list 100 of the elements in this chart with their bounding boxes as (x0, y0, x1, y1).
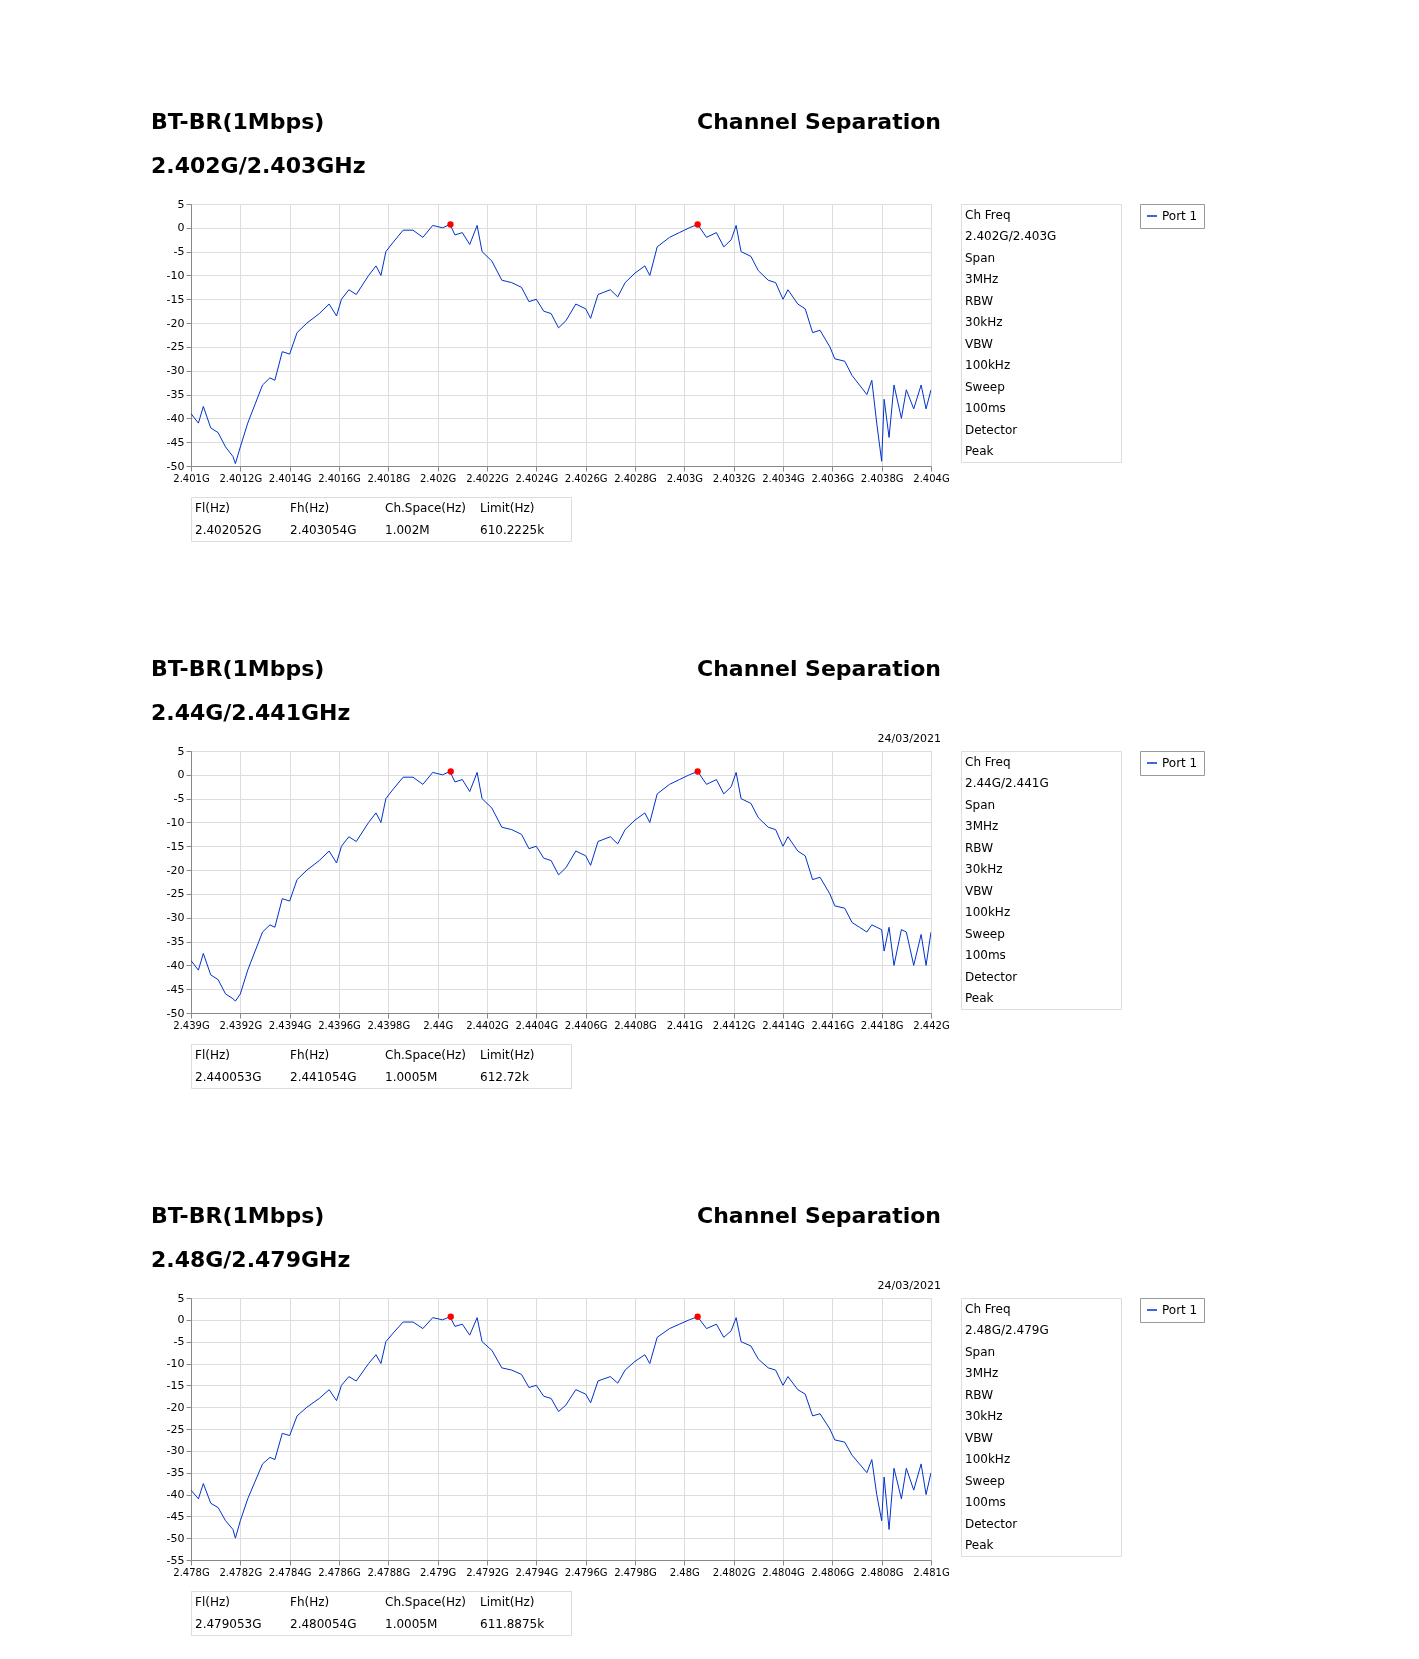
text: 1.0005M (385, 1617, 438, 1631)
x-tick-label: 2.4808G (860, 1566, 904, 1578)
text: 100ms (965, 948, 1006, 963)
x-tick-label: 2.401G (173, 472, 210, 484)
text: Limit(Hz) (480, 1595, 535, 1609)
text: Channel Separation (697, 109, 941, 134)
y-tick-label: -25 (166, 340, 185, 354)
y-tick-label: -45 (166, 435, 185, 449)
y-tick-label: -20 (166, 316, 185, 330)
x-tick-label: 2.4406G (564, 1019, 608, 1031)
x-tick-label: 2.481G (913, 1566, 950, 1578)
text: 3MHz (965, 1366, 999, 1381)
chart-subtitle: 2.402G/2.403GHz (151, 153, 366, 178)
x-tick-label: 2.4014G (268, 472, 312, 484)
text: Channel Separation (697, 1203, 941, 1228)
y-tick-label: -15 (166, 839, 185, 853)
legend-label: Port 1 (1162, 756, 1198, 770)
text: RBW (965, 840, 994, 855)
y-tick-label: -50 (166, 1531, 185, 1545)
text: 611.8875k (480, 1617, 545, 1631)
x-tick-label: 2.478G (173, 1566, 210, 1578)
y-tick-label: -35 (166, 935, 185, 949)
text: Ch.Space(Hz) (385, 501, 467, 515)
chart-title: BT-BR(1Mbps) (151, 109, 325, 134)
y-tick-label: -30 (166, 911, 185, 925)
text: Span (965, 1344, 996, 1359)
x-tick-label: 2.4806G (811, 1566, 855, 1578)
text: VBW (965, 883, 994, 898)
y-tick-label: -40 (166, 1488, 185, 1501)
y-tick-label: -10 (166, 1357, 185, 1370)
x-tick-label: 2.4012G (219, 472, 263, 484)
text: Fh(Hz) (290, 1595, 330, 1609)
x-tick-label: 2.4038G (860, 472, 904, 484)
text: Sweep (965, 1473, 1005, 1488)
x-tick-label: 2.4416G (811, 1019, 855, 1031)
x-tick-label: 2.4018G (367, 472, 411, 484)
text: Peak (965, 444, 994, 459)
text: 100ms (965, 1495, 1006, 1510)
text: Ch Freq (965, 1301, 1011, 1316)
x-tick-label: 2.4782G (219, 1566, 263, 1578)
text: Ch Freq (965, 207, 1011, 222)
x-tick-label: 2.403G (666, 472, 704, 484)
text: 3MHz (965, 272, 999, 287)
y-tick-label: -5 (173, 792, 185, 806)
text: 2.479053G (195, 1617, 262, 1631)
x-tick-label: 2.4398G (367, 1019, 411, 1031)
text: VBW (965, 1430, 994, 1445)
y-tick-label: -50 (166, 1006, 185, 1020)
legend-label: Port 1 (1162, 209, 1198, 223)
x-tick-label: 2.48G (669, 1566, 700, 1578)
x-tick-label: 2.4792G (466, 1566, 509, 1578)
text: Ch.Space(Hz) (385, 1595, 467, 1609)
text: Fh(Hz) (290, 1048, 330, 1062)
text: Fl(Hz) (195, 1595, 230, 1609)
x-tick-label: 2.4016G (318, 472, 361, 484)
x-tick-label: 2.4408G (614, 1019, 657, 1031)
text: Fl(Hz) (195, 501, 230, 515)
y-tick-label: 0 (177, 1313, 185, 1327)
x-tick-label: 2.4026G (564, 472, 608, 484)
text: 2.441054G (290, 1070, 357, 1084)
x-tick-label: 2.4798G (614, 1566, 657, 1578)
x-tick-label: 2.4392G (219, 1019, 263, 1031)
text: 2.403054G (290, 523, 357, 537)
text: Channel Separation (697, 656, 941, 681)
text: Limit(Hz) (480, 1048, 535, 1062)
text: 610.2225k (480, 523, 545, 537)
text: Fh(Hz) (290, 501, 330, 515)
text: 100kHz (965, 1452, 1011, 1467)
text: 2.48G/2.479G (965, 1323, 1049, 1338)
x-tick-label: 2.4784G (268, 1566, 312, 1578)
x-tick-label: 2.439G (173, 1019, 210, 1031)
y-tick-label: 5 (177, 1291, 185, 1305)
x-tick-label: 2.4394G (268, 1019, 312, 1031)
y-tick-label: -30 (166, 364, 185, 378)
text: 1.002M (385, 523, 430, 537)
text: Fl(Hz) (195, 1048, 230, 1062)
text: RBW (965, 293, 994, 308)
line-series (191, 770, 931, 1002)
x-tick-label: 2.441G (666, 1019, 704, 1031)
x-tick-label: 2.4404G (515, 1019, 559, 1031)
y-tick-label: -35 (166, 1466, 185, 1480)
x-tick-label: 2.4788G (367, 1566, 411, 1578)
text: VBW (965, 336, 994, 351)
text: 24/03/2021 (877, 732, 941, 745)
x-tick-label: 2.4402G (466, 1019, 509, 1031)
y-tick-label: -25 (166, 1422, 185, 1436)
x-tick-label: 2.402G (419, 472, 457, 484)
text: 2.44G/2.441G (965, 776, 1049, 791)
y-tick-label: -25 (166, 887, 185, 901)
text: Ch Freq (965, 754, 1011, 769)
text: 2.402G/2.403G (965, 229, 1057, 244)
text: 3MHz (965, 819, 999, 834)
text: 2.480054G (290, 1617, 357, 1631)
x-tick-label: 2.4032G (712, 472, 756, 484)
y-tick-label: -15 (166, 292, 185, 306)
x-tick-label: 2.4024G (515, 472, 559, 484)
x-tick-label: 2.404G (913, 472, 950, 484)
chart-title: BT-BR(1Mbps) (151, 656, 325, 681)
text: 30kHz (965, 862, 1003, 877)
chart-subtitle: 2.48G/2.479GHz (151, 1247, 351, 1272)
